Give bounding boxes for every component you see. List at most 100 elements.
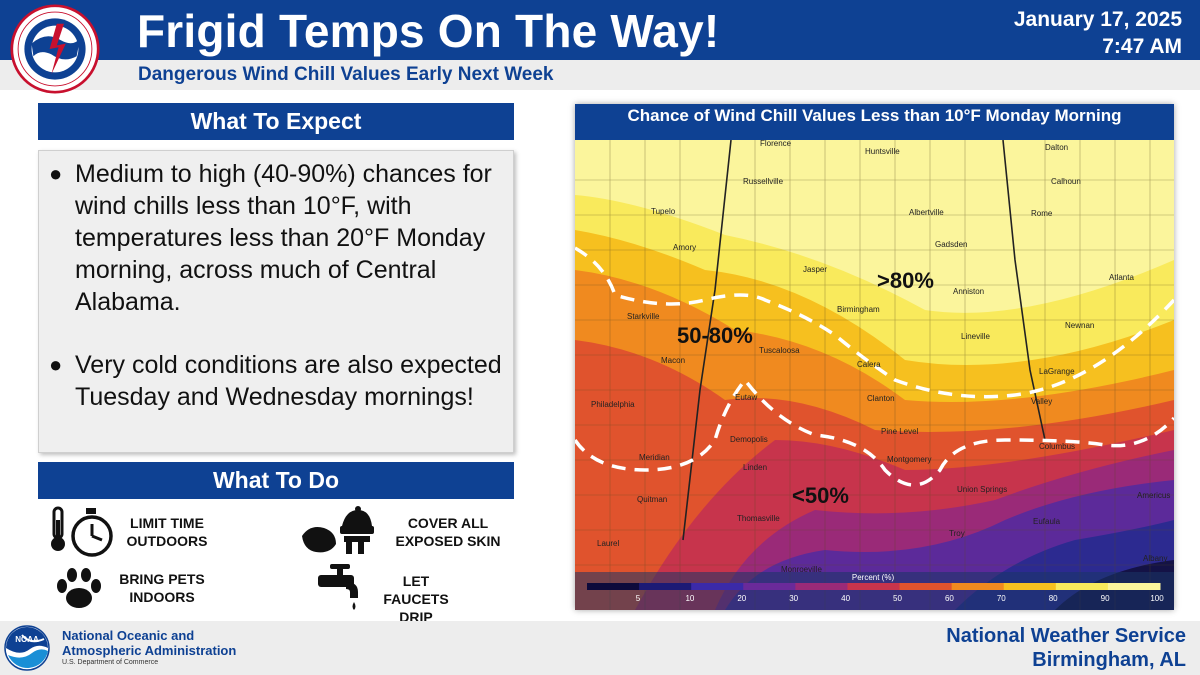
city-label: Tupelo: [651, 207, 676, 216]
noaa-name-line2: Atmospheric Administration: [62, 643, 237, 658]
legend-swatch: [795, 583, 848, 590]
city-label: Florence: [760, 140, 792, 148]
city-label: Union Springs: [957, 485, 1007, 494]
legend-tick: 100: [1150, 594, 1164, 603]
footer-bar: [0, 621, 1200, 675]
noaa-logo-text: NOAA: [15, 635, 39, 644]
todo-bring-pets: BRING PETS INDOORS: [110, 570, 214, 606]
city-label: Starkville: [627, 312, 660, 321]
city-label: Linden: [743, 463, 767, 472]
legend-label: Percent (%): [852, 573, 895, 582]
paw-icon: [57, 568, 101, 608]
noaa-name: National Oceanic and Atmospheric Adminis…: [62, 628, 236, 658]
city-label: Meridian: [639, 453, 670, 462]
city-labels: Florence Huntsville Dalton Russellville …: [591, 140, 1170, 574]
legend-swatch: [1055, 583, 1109, 590]
legend-tick: 5: [636, 594, 641, 603]
city-label: Tuscaloosa: [759, 346, 800, 355]
city-label: Americus: [1137, 491, 1170, 500]
city-label: Valley: [1031, 397, 1052, 406]
city-label: Russellville: [743, 177, 784, 186]
legend-tick: 10: [685, 594, 694, 603]
todo-bring-pets-line2: INDOORS: [129, 589, 195, 605]
city-label: Albany: [1143, 554, 1167, 563]
zone-labels: >80% 50-80% <50%: [677, 268, 934, 508]
nws-office: National Weather Service Birmingham, AL: [946, 624, 1186, 672]
city-label: Monroeville: [781, 565, 822, 574]
city-label: LaGrange: [1039, 367, 1075, 376]
city-label: Gadsden: [935, 240, 967, 249]
contour-80: [575, 246, 1174, 399]
todo-faucets-line1: LET FAUCETS: [383, 573, 449, 607]
city-label: Demopolis: [730, 435, 768, 444]
city-label: Huntsville: [865, 147, 900, 156]
todo-cover-skin: COVER ALL EXPOSED SKIN: [372, 514, 524, 550]
noaa-logo: NOAA: [4, 625, 50, 671]
city-label: Macon: [661, 356, 685, 365]
city-label: Montgomery: [887, 455, 931, 464]
map-title: Chance of Wind Chill Values Less than 10…: [627, 106, 1122, 125]
subtitle-bar: [0, 60, 1200, 90]
city-label: Quitman: [637, 495, 667, 504]
city-label: Birmingham: [837, 305, 880, 314]
city-label: Philadelphia: [591, 400, 635, 409]
header-bar: [0, 0, 1200, 60]
expect-bullet-2-text: Very cold conditions are also expected T…: [75, 351, 502, 411]
expect-bullet-1-text: Medium to high (40-90%) chances for wind…: [75, 160, 492, 316]
city-label: Clanton: [867, 394, 895, 403]
legend-swatch: [899, 583, 953, 590]
state-line-al-ga: [1002, 140, 1046, 441]
issue-datetime: January 17, 2025 7:47 AM: [1014, 6, 1182, 60]
city-label: Amory: [673, 243, 696, 252]
legend-swatch: [1107, 583, 1161, 590]
city-label: Troy: [949, 529, 965, 538]
legend-swatch: [847, 583, 901, 590]
todo-limit-time: LIMIT TIME OUTDOORS: [112, 514, 222, 550]
legend-tick: 70: [997, 594, 1006, 603]
winter-clothing-icon: [302, 506, 374, 554]
legend-ticks: 5 10 20 30 40 50 60 70 80 90 100: [636, 594, 1164, 603]
city-label: Calera: [857, 360, 881, 369]
legend-tick: 50: [893, 594, 902, 603]
state-line-ms-al: [682, 140, 732, 541]
zone-label-low: <50%: [792, 483, 849, 508]
issue-time: 7:47 AM: [1102, 35, 1182, 58]
city-label: Thomasville: [737, 514, 780, 523]
page-title: Frigid Temps On The Way!: [137, 5, 720, 57]
city-label: Atlanta: [1109, 273, 1134, 282]
stopwatch-thermometer-icon: [51, 506, 113, 557]
legend-color-bar: [587, 583, 1161, 590]
city-label: Lineville: [961, 332, 990, 341]
todo-heading: What To Do: [38, 462, 514, 499]
legend-tick: 90: [1101, 594, 1110, 603]
nws-logo: [10, 4, 100, 94]
expect-box: ● Medium to high (40-90%) chances for wi…: [38, 150, 514, 453]
contour-50: [575, 377, 1174, 487]
county-lines: [575, 140, 1174, 610]
faucet-icon: [318, 564, 358, 610]
legend-tick: 40: [841, 594, 850, 603]
legend-swatch: [951, 583, 1005, 590]
legend-swatch: [587, 583, 640, 590]
legend-swatch: [1003, 583, 1057, 590]
zone-label-high: >80%: [877, 268, 934, 293]
legend-background: [575, 572, 1174, 610]
city-label: Albertville: [909, 208, 944, 217]
todo-cover-skin-line2: EXPOSED SKIN: [395, 533, 501, 549]
todo-limit-time-line1: LIMIT TIME: [130, 515, 204, 531]
city-label: Anniston: [953, 287, 984, 296]
bullet-dot: ●: [49, 161, 63, 186]
todo-cover-skin-line1: COVER ALL: [407, 515, 489, 531]
noaa-name-line1: National Oceanic and: [62, 628, 195, 643]
todo-limit-time-line2: OUTDOORS: [126, 533, 208, 549]
city-label: Columbus: [1039, 442, 1075, 451]
legend-tick: 30: [789, 594, 798, 603]
issue-date: January 17, 2025: [1013, 8, 1182, 31]
legend-swatch: [639, 583, 692, 590]
wind-chill-probability-map: Florence Huntsville Dalton Russellville …: [575, 140, 1174, 610]
city-label: Calhoun: [1051, 177, 1081, 186]
page-subtitle: Dangerous Wind Chill Values Early Next W…: [138, 64, 554, 85]
legend-tick: 80: [1049, 594, 1058, 603]
todo-bring-pets-line1: BRING PETS: [119, 571, 205, 587]
legend-tick: 20: [737, 594, 746, 603]
